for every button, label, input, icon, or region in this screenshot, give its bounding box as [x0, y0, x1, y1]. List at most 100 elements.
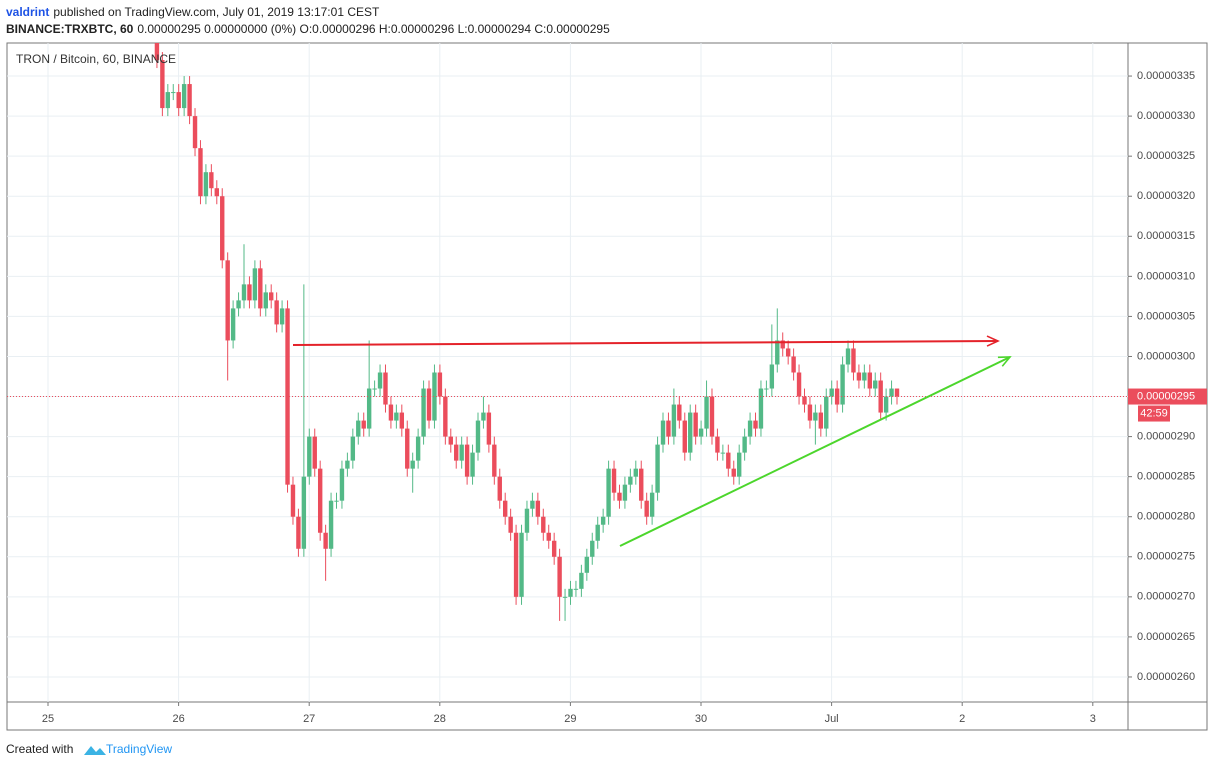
- resistance-line: [292, 335, 1000, 347]
- candle-body: [818, 412, 824, 429]
- candle-body: [590, 540, 595, 557]
- candle-body: [698, 428, 704, 437]
- candle-body: [383, 372, 388, 405]
- candle-body: [181, 84, 187, 109]
- candle-body: [671, 404, 677, 437]
- y-tick-label: 0.00000285: [1137, 471, 1195, 483]
- candle-body: [856, 372, 862, 381]
- candle-body: [873, 380, 878, 389]
- candle-body: [764, 388, 769, 390]
- candle-body: [503, 500, 508, 517]
- candle-body: [541, 516, 546, 533]
- candle-body: [459, 444, 464, 461]
- candle-body: [312, 436, 317, 469]
- header-line: valdrint published on TradingView.com, Ju…: [6, 5, 380, 19]
- author: valdrint: [6, 5, 49, 19]
- chart-title: TRON / Bitcoin, 60, BINANCE: [16, 52, 176, 66]
- candle-body: [492, 444, 497, 477]
- candle-body: [562, 596, 568, 598]
- candle-body: [432, 372, 437, 421]
- candle-body: [862, 372, 867, 381]
- candle-body: [644, 500, 649, 517]
- candle-body: [415, 436, 421, 461]
- candle-body: [214, 188, 219, 197]
- x-tick-label: 30: [695, 713, 707, 725]
- candle-body: [530, 500, 535, 509]
- candle-body: [258, 268, 263, 309]
- candle-body: [464, 444, 470, 477]
- candle-body: [747, 420, 753, 437]
- candle-body: [269, 292, 274, 301]
- candle-body: [160, 60, 165, 109]
- candle-body: [693, 412, 698, 437]
- candle-body: [187, 84, 192, 117]
- candle-body: [546, 532, 551, 541]
- candle-body: [220, 196, 225, 261]
- candle-body: [628, 476, 633, 485]
- candle-body: [649, 492, 655, 517]
- candle-body: [660, 420, 666, 445]
- candle-body: [573, 588, 579, 590]
- candle-body: [252, 268, 258, 301]
- candle-body: [410, 460, 415, 469]
- candle-body: [394, 412, 399, 421]
- candle-body: [388, 404, 394, 421]
- candle-body: [655, 444, 660, 493]
- candle-body: [688, 412, 693, 453]
- candle-body: [361, 420, 366, 429]
- candle-body: [704, 396, 709, 429]
- grid: [7, 43, 1128, 702]
- candle-body: [437, 372, 443, 397]
- candles: [7, 43, 1128, 621]
- published: published on TradingView.com, July 01, 2…: [53, 5, 380, 19]
- candle-body: [470, 452, 475, 477]
- candle-body: [633, 468, 638, 477]
- footer-brand: TradingView: [106, 742, 172, 756]
- candle-body: [551, 540, 557, 557]
- x-tick-label: 27: [303, 713, 315, 725]
- candle-body: [399, 412, 405, 429]
- y-tick-label: 0.00000290: [1137, 431, 1195, 443]
- symbol: BINANCE:TRXBTC, 60: [6, 22, 134, 36]
- candle-body: [230, 308, 236, 341]
- candle-body: [334, 500, 339, 502]
- x-tick-label: Jul: [825, 713, 839, 725]
- candle-body: [454, 444, 459, 461]
- candle-body: [203, 172, 209, 197]
- candle-body: [617, 492, 622, 501]
- y-tick-label: 0.00000315: [1137, 230, 1195, 242]
- candle-body: [791, 356, 796, 373]
- y-tick-label: 0.00000260: [1137, 671, 1195, 683]
- candle-body: [785, 348, 791, 357]
- candle-body: [595, 524, 600, 541]
- candle-body: [301, 476, 307, 549]
- candle-body: [307, 436, 312, 477]
- candle-body: [535, 500, 541, 517]
- candle-body: [606, 468, 611, 517]
- candle-body: [584, 556, 590, 573]
- candle-body: [247, 284, 252, 301]
- candle-body: [165, 92, 171, 109]
- y-tick-label: 0.00000265: [1137, 631, 1195, 643]
- candle-body: [443, 396, 448, 437]
- frame: [6, 42, 1208, 731]
- x-tick-label: 2: [959, 713, 965, 725]
- candle-body: [192, 116, 198, 149]
- candle-body: [736, 452, 742, 477]
- candle-body: [209, 172, 214, 189]
- candle-body: [802, 396, 807, 405]
- candle-body: [666, 420, 671, 437]
- candle-body: [889, 388, 894, 397]
- candle-body: [486, 412, 492, 445]
- candle-body: [557, 556, 562, 597]
- candle-body: [323, 532, 328, 549]
- y-tick-label: 0.00000300: [1137, 350, 1195, 362]
- candle-body: [731, 468, 736, 477]
- y-tick-label: 0.00000310: [1137, 270, 1195, 282]
- x-tick-label: 25: [42, 713, 54, 725]
- candle-body: [519, 532, 524, 597]
- quote: 0.00000295 0.00000000 (0%) O:0.00000296 …: [137, 22, 610, 36]
- candle-body: [328, 500, 334, 549]
